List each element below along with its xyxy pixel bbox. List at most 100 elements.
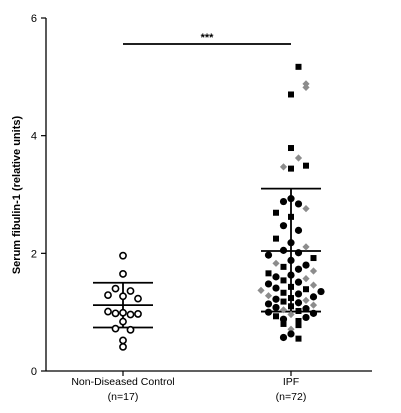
control-data-point [126,325,135,334]
control-data-point [119,317,127,326]
category-n-label: (n=72) [276,391,307,403]
ipf-diamond-point [257,286,265,294]
y-ticks: 0 2 4 6 [31,13,46,378]
ipf-square-point [288,145,294,152]
ipf-diamond-point [279,163,288,171]
ipf-square-point [280,277,287,284]
y-axis-label: Serum fibulin-1 (relative units) [11,116,23,275]
y-tick-label: 6 [31,13,37,25]
ipf-diamond-point [287,310,295,319]
ipf-circle-point [317,287,325,296]
ipf-square-point [295,322,302,329]
group-statistics [93,187,321,329]
ipf-square-point [288,295,294,302]
ipf-circle-point [294,299,303,307]
ipf-diamond-point [264,292,273,300]
control-data-point [119,342,127,351]
control-data-point [126,287,135,295]
ipf-square-point [295,335,302,342]
ipf-circle-point [309,293,318,301]
ipf-circle-point [264,300,273,308]
ipf-circle-point [287,256,295,264]
ipf-circle-point [302,261,310,269]
ipf-square-point [280,298,287,305]
ipf-circle-point [264,308,273,316]
ipf-diamond-point [302,243,310,251]
control-data-point [119,336,127,345]
category-label: Non-Diseased Control [71,376,174,388]
control-data-point [104,291,112,300]
ipf-circle-point [272,303,280,312]
ipf-circle-point [279,197,288,206]
control-data-point [111,309,120,318]
ipf-circle-point [302,305,310,313]
ipf-diamond-point [309,301,318,309]
control-data-point [119,270,127,278]
ipf-diamond-point [302,83,310,92]
ipf-square-point [273,313,279,320]
ipf-square-point [303,286,309,293]
category-label: IPF [283,376,299,388]
ipf-circle-point [287,271,295,279]
control-data-point [126,310,135,319]
ipf-circle-point [279,246,288,254]
ipf-diamond-point [302,296,310,304]
ipf-circle-point [279,222,288,230]
ipf-square-point [303,162,309,169]
y-tick-label: 2 [31,248,37,260]
ipf-circle-point [287,330,295,338]
ipf-diamond-point [272,259,280,267]
ipf-square-point [295,63,302,70]
control-data-point [111,324,120,333]
ipf-circle-point [272,284,280,292]
ipf-circle-point [264,280,273,288]
control-data-point [134,310,142,318]
ipf-circle-point [294,200,303,208]
ipf-square-point [273,235,279,242]
ipf-circle-point [294,278,303,286]
ipf-circle-point [287,239,295,247]
control-data-point [119,308,127,317]
ipf-circle-point [294,265,303,273]
ipf-square-point [265,270,272,277]
ipf-circle-point [302,313,310,322]
ipf-square-point [280,289,287,296]
control-data-point [104,307,112,316]
control-data-point [134,294,142,303]
control-data-point [119,251,127,260]
ipf-square-point [295,307,302,314]
ipf-circle-point [294,290,303,298]
ipf-square-point [288,165,294,172]
ipf-circle-point [264,251,273,259]
ipf-circle-point [279,333,288,342]
y-tick-label: 4 [31,131,37,143]
ipf-circle-point [287,195,295,203]
ipf-circle-point [272,295,280,303]
axes [45,18,372,372]
ipf-square-point [295,317,302,324]
category-n-label: (n=17) [108,391,139,403]
significance-annotation: *** [123,32,291,45]
ipf-square-point [288,213,294,220]
ipf-circle-point [272,273,280,281]
ipf-square-point [273,209,279,216]
ipf-circle-point [309,309,318,317]
control-data-point [119,292,127,301]
ipf-square-point [288,91,294,98]
ipf-square-point [280,320,287,327]
ipf-circle-point [294,249,303,257]
ipf-circle-point [294,226,303,234]
data-points [104,63,325,351]
y-tick-label: 0 [31,366,37,378]
ipf-square-point [310,255,317,262]
ipf-square-point [288,303,294,310]
ipf-square-point [288,283,294,290]
significance-label: *** [201,32,215,44]
ipf-square-point [280,263,287,270]
control-data-point [111,284,120,293]
ipf-diamond-point [279,306,288,314]
ipf-diamond-point [302,205,310,213]
ipf-diamond-point [309,267,318,275]
ipf-diamond-point [302,275,310,283]
